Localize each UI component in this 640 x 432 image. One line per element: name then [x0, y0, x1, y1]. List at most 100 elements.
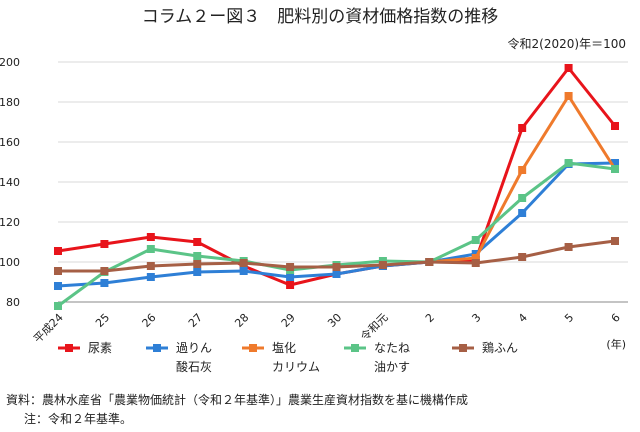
data-point	[54, 247, 62, 255]
legend-label: 酸石灰	[176, 359, 212, 374]
source-note: 資料：農林水産省「農業物価統計（令和２年基準）」農業生産資材指数を基に機構作成	[6, 392, 468, 407]
x-tick-label: 27	[186, 311, 205, 330]
x-tick-group: 3	[469, 311, 483, 325]
data-point	[332, 263, 341, 271]
data-point	[332, 270, 341, 278]
data-point	[193, 238, 202, 246]
x-axis: 平成24 25 26 27 28 29 30 令和元 2 3 4 5 6	[31, 310, 623, 345]
series-line	[429, 94, 617, 264]
x-tick-group: 27	[186, 311, 205, 330]
data-point	[100, 267, 109, 275]
gridlines	[58, 61, 628, 263]
data-point	[286, 273, 295, 281]
x-axis-unit: (年)	[606, 337, 626, 351]
chart-title: コラム２ー図３ 肥料別の資材価格指数の推移	[142, 7, 499, 27]
data-point	[518, 209, 527, 217]
footnote: 注：令和２年基準。	[24, 411, 132, 426]
data-point	[611, 237, 619, 245]
x-tick-group: 2	[423, 311, 437, 325]
x-tick-label: 2	[423, 311, 437, 325]
x-tick-label: 30	[325, 311, 344, 330]
data-point	[611, 122, 619, 130]
data-point	[193, 260, 202, 268]
data-point	[193, 268, 202, 276]
x-tick-group: 4	[516, 311, 530, 325]
x-tick-group: 令和元	[357, 310, 390, 343]
data-point	[146, 262, 155, 270]
x-tick-group: 30	[325, 311, 344, 330]
x-tick-label: 25	[93, 311, 112, 330]
data-point	[518, 124, 527, 132]
data-point	[146, 245, 155, 253]
x-tick-group: 25	[93, 311, 112, 330]
legend-item-5: 鶏ふん	[452, 341, 518, 355]
data-point	[471, 254, 480, 262]
legend-swatch-marker	[351, 344, 359, 352]
x-tick-label: 26	[140, 311, 159, 330]
x-tick-label: 3	[469, 311, 483, 325]
data-point	[518, 253, 527, 261]
y-tick-label: 200	[0, 56, 20, 69]
x-tick-label: 4	[516, 311, 530, 325]
y-tick-label: 80	[6, 296, 20, 309]
data-point	[471, 236, 480, 244]
x-tick-label: 29	[279, 311, 298, 330]
x-tick-group: 平成24	[31, 311, 66, 346]
y-tick-label: 140	[0, 176, 20, 189]
series-5	[54, 237, 619, 275]
legend-swatch-marker	[153, 344, 161, 352]
x-tick-label: 平成24	[31, 311, 66, 346]
data-point	[518, 166, 527, 174]
data-point	[564, 64, 573, 72]
data-point	[564, 243, 573, 251]
data-point	[286, 263, 295, 271]
data-point	[100, 279, 109, 287]
data-point	[146, 233, 155, 241]
x-tick-group: 5	[562, 311, 576, 325]
series-line	[57, 161, 616, 308]
x-tick-label: 令和元	[357, 310, 390, 343]
x-tick-label: 28	[232, 311, 251, 330]
y-axis: 80 100 120 140 160 180 200	[0, 56, 628, 309]
series-3	[425, 92, 619, 266]
x-tick-group: 6	[609, 311, 623, 325]
data-point	[239, 267, 248, 275]
legend-item-1: 尿素	[58, 341, 112, 355]
data-point	[146, 273, 155, 281]
data-point	[378, 261, 387, 269]
legend-label: 油かす	[374, 360, 410, 374]
base-year-note: 令和2(2020)年＝100	[508, 36, 626, 51]
legend-swatch-marker	[249, 344, 257, 352]
data-point	[564, 92, 573, 100]
x-tick-group: 29	[279, 311, 298, 330]
y-tick-label: 180	[0, 96, 20, 109]
legend-label: 塩化	[272, 340, 296, 355]
y-tick-label: 120	[0, 216, 20, 229]
data-point	[193, 252, 202, 260]
legend-label: カリウム	[272, 360, 320, 374]
data-point	[425, 258, 434, 266]
legend-label: なたね	[374, 341, 410, 355]
data-point	[286, 281, 295, 289]
data-point	[471, 259, 480, 267]
legend-label: 過りん	[176, 341, 212, 355]
legend-swatch-marker	[459, 344, 467, 352]
data-point	[54, 282, 62, 290]
x-tick-group: 28	[232, 311, 251, 330]
data-point	[518, 194, 527, 202]
legend-label: 尿素	[88, 341, 112, 355]
y-tick-label: 160	[0, 136, 20, 149]
x-tick-label: 6	[609, 311, 623, 325]
x-tick-group: 26	[140, 311, 159, 330]
data-point	[611, 159, 619, 167]
x-tick-label: 5	[562, 311, 576, 325]
data-point	[54, 302, 62, 310]
data-point	[611, 165, 619, 173]
data-point	[564, 159, 573, 167]
plot-area	[54, 64, 619, 310]
